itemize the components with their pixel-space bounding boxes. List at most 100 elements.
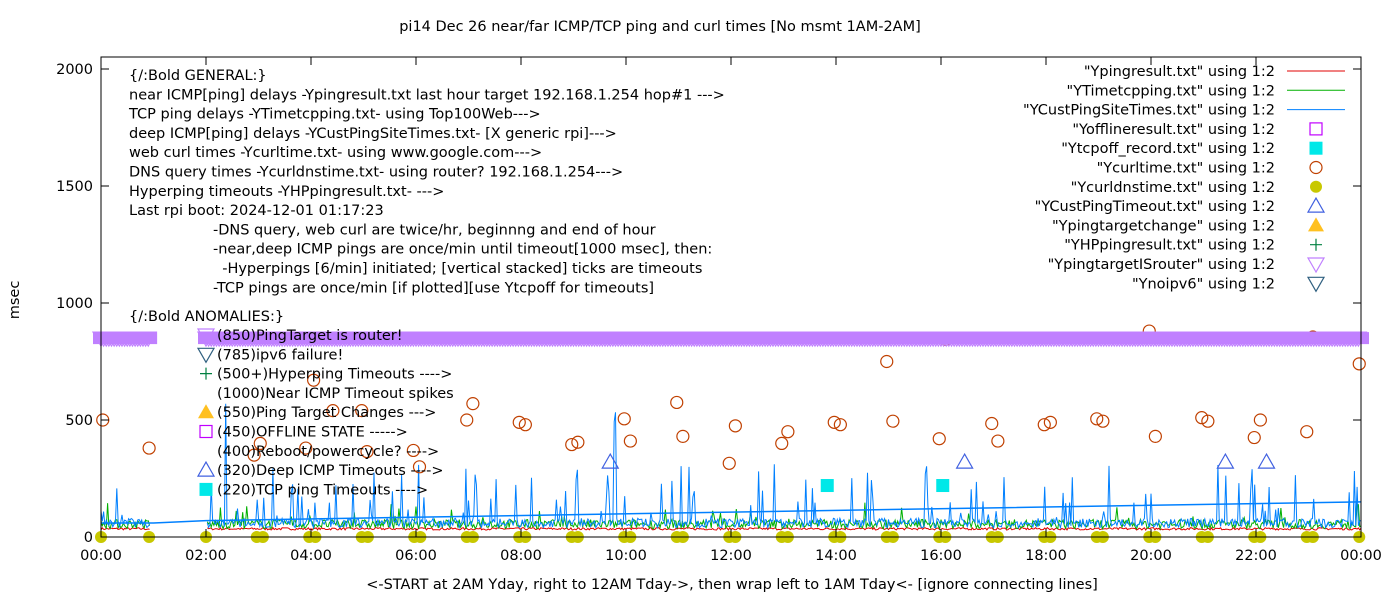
note-text-line: -DNS query, web curl are twice/hr, begin…	[213, 222, 656, 238]
circle-open-icon	[412, 460, 427, 474]
data-point	[985, 416, 999, 431]
legend-marker	[1306, 276, 1326, 293]
data-point	[820, 479, 834, 493]
data-point	[412, 460, 427, 474]
legend-marker	[1309, 122, 1323, 136]
data-point	[886, 414, 900, 428]
x-tick-label: 08:00	[500, 548, 542, 564]
data-point	[1090, 412, 1104, 426]
anomaly-text: (550)Ping Target Changes --->	[217, 405, 436, 421]
anomaly-text: (220)TCP ping Timeouts ---->	[217, 482, 428, 498]
circle-open-icon	[142, 441, 156, 455]
circle-open-icon	[617, 412, 631, 426]
square-filled-icon	[936, 479, 950, 493]
data-point	[253, 436, 267, 450]
legend-marker	[1310, 238, 1322, 251]
anomaly-text: (785)ipv6 failure!	[217, 347, 343, 363]
anomaly-marker	[200, 367, 212, 380]
data-point	[512, 415, 526, 429]
data-point	[827, 415, 841, 429]
data-point	[326, 404, 340, 418]
anomaly-text: (850)PingTarget is router!	[217, 328, 403, 344]
circle-open-icon	[1037, 418, 1051, 432]
square-filled-icon	[1309, 141, 1323, 155]
data-point	[1257, 452, 1276, 469]
data-point	[1148, 429, 1162, 443]
data-point	[247, 448, 261, 462]
y-tick-label: 2000	[56, 62, 93, 78]
circle-open-icon	[299, 441, 313, 455]
data-point	[1247, 430, 1261, 445]
data-point	[670, 395, 684, 410]
anomaly-text: (320)Deep ICMP Timeouts ---->	[217, 463, 444, 479]
data-point	[360, 444, 374, 459]
circle-open-icon	[512, 415, 526, 429]
legend-marker	[1309, 141, 1323, 155]
anomaly-marker	[196, 328, 216, 345]
data-point	[142, 441, 156, 455]
plus-icon	[1310, 238, 1322, 251]
circle-open-icon	[307, 373, 321, 387]
circle-open-icon	[518, 418, 532, 432]
annotation-text: {/:Bold GENERAL:} near ICMP[ping] delays …	[128, 68, 725, 498]
x-tick-label: 02:00	[185, 548, 227, 564]
note-text-line: -Hyperpings [6/min] initiated; [vertical…	[213, 261, 702, 277]
data-point	[466, 397, 480, 411]
triangle-down-icon	[196, 347, 216, 364]
general-text-line: DNS query times -Ycurldnstime.txt- using…	[129, 165, 623, 181]
legend-entry: "Ynoipv6" using 1:2	[1132, 276, 1275, 292]
data-point	[1253, 413, 1267, 427]
general-text-line: Last rpi boot: 2024-12-01 01:17:23	[129, 203, 384, 219]
data-point	[299, 441, 313, 455]
chart-title: pi14 Dec 26 near/far ICMP/TCP ping and c…	[399, 19, 921, 35]
circle-open-icon	[1043, 415, 1057, 429]
square-open-icon	[199, 424, 213, 439]
data-point	[307, 373, 321, 387]
x-tick-label: 18:00	[1025, 548, 1067, 564]
x-tick-label: 16:00	[920, 548, 962, 564]
general-text-line: Hyperping timeouts -YHPpingresult.txt- -…	[129, 184, 444, 200]
legend-marker	[1309, 160, 1323, 175]
data-point-band	[198, 332, 1369, 345]
triangle-up-icon	[196, 460, 216, 477]
circle-open-icon	[1309, 160, 1323, 175]
data-point	[728, 419, 742, 433]
triangle-down-icon	[1306, 276, 1326, 293]
anomaly-text: (1000)Near ICMP Timeout spikes	[217, 386, 454, 402]
data-point	[991, 434, 1005, 448]
general-text-line: deep ICMP[ping] delays -YCustPingSiteTim…	[129, 126, 617, 142]
series-line-0	[100, 526, 1362, 531]
plus-icon	[200, 367, 212, 380]
circle-open-icon	[571, 435, 585, 449]
circle-open-icon	[355, 404, 369, 418]
data-point	[932, 432, 946, 446]
y-tick-label: 0	[84, 530, 93, 546]
triangle-up-icon	[1257, 452, 1276, 469]
triangle-up-icon	[1306, 196, 1326, 213]
x-tick-label: 22:00	[1235, 548, 1277, 564]
data-point	[355, 404, 369, 418]
y-tick-label: 500	[65, 413, 93, 429]
triangle-down-icon	[1306, 257, 1326, 274]
circle-open-icon	[1247, 430, 1261, 445]
anomaly-text: (500+)Hyperping Timeouts ---->	[217, 367, 452, 383]
legend-entry: "YCustPingSiteTimes.txt" using 1:2	[1023, 103, 1275, 119]
legend-entry: "Ypingresult.txt" using 1:2	[1084, 64, 1275, 80]
circle-open-icon	[1300, 425, 1314, 439]
data-point	[676, 429, 690, 443]
circle-open-icon	[775, 436, 789, 450]
anomaly-marker	[196, 347, 216, 364]
circle-open-icon	[460, 413, 474, 427]
x-tick-label: 14:00	[815, 548, 857, 564]
note-text-line: -near,deep ICMP pings are once/min until…	[213, 242, 712, 258]
data-point	[623, 434, 637, 448]
data-point	[936, 479, 950, 493]
data-point	[601, 452, 620, 469]
anomaly-marker	[199, 424, 213, 439]
legend-marker	[1310, 180, 1322, 193]
data-point	[518, 418, 532, 432]
anomalies-title: {/:Bold ANOMALIES:}	[129, 309, 284, 325]
x-tick-label: 00:00	[80, 548, 122, 564]
data-point	[722, 456, 736, 470]
data-point	[571, 435, 585, 449]
